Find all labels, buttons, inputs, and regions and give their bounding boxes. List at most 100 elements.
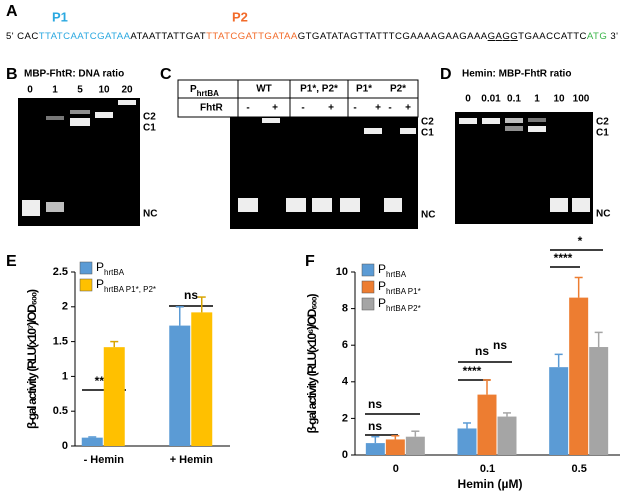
y-tick-label: 4	[342, 376, 349, 388]
legend-swatch	[361, 263, 375, 277]
y-tick-label: 2.5	[53, 266, 68, 278]
bar	[191, 312, 213, 446]
gel-title: Hemin: MBP-FhtR ratio	[462, 69, 571, 80]
seq-part: TTATCAATCGATAA	[39, 31, 131, 42]
y-tick-label: 1.5	[53, 336, 68, 348]
band-label: C2	[421, 117, 434, 128]
bar	[405, 436, 425, 455]
band-label: C1	[596, 128, 609, 139]
lane-label: 10	[98, 85, 110, 96]
error-bar	[371, 435, 380, 444]
lane-label: 1	[534, 94, 540, 105]
lane-label: 20	[121, 85, 133, 96]
panel-label: B	[6, 66, 18, 83]
gel-image	[455, 112, 593, 224]
band-label: NC	[143, 209, 157, 220]
panel-label: F	[305, 253, 315, 270]
seq-part: TGAACCATTC	[518, 31, 586, 42]
y-tick-label: 0.5	[53, 405, 68, 417]
sign: +	[328, 103, 334, 114]
y-axis-title: β-gal activity (RLU(x10⁶)/OD₆₀₀)	[305, 294, 319, 434]
significance: ns	[493, 338, 507, 352]
x-tick-label: 0.1	[480, 463, 495, 475]
legend-label: PhrtBA	[378, 262, 407, 278]
bar	[457, 428, 477, 455]
construct-label: P1*, P2*	[300, 84, 338, 95]
construct-label: P1*	[356, 84, 372, 95]
legend-label: PhrtBA	[96, 260, 125, 276]
error-bar	[175, 306, 184, 326]
lane-label: 0	[465, 94, 471, 105]
bar	[169, 325, 191, 446]
legend-label: PhrtBA P1*	[378, 279, 421, 295]
bar	[81, 437, 103, 446]
lane-label: 10	[553, 94, 565, 105]
lane-label: 100	[573, 94, 590, 105]
x-axis-title: Hemin (µM)	[458, 477, 523, 491]
x-tick-label: + Hemin	[170, 454, 213, 466]
x-tick-label: - Hemin	[84, 454, 125, 466]
lane-label: 5	[77, 85, 83, 96]
band-label: C2	[596, 117, 609, 128]
gel-image	[230, 117, 418, 229]
band-label: NC	[596, 209, 610, 220]
legend-swatch	[361, 297, 375, 311]
lane-label: 0.1	[507, 94, 521, 105]
y-tick-label: 2	[62, 301, 68, 313]
promoter-label: PhrtBA	[190, 84, 219, 98]
lane-label: 0.01	[481, 94, 501, 105]
significance: *	[578, 234, 583, 248]
significance: ns	[184, 288, 198, 302]
y-tick-label: 2	[342, 412, 348, 424]
y-tick-label: 10	[336, 266, 348, 278]
panel-label: C	[160, 66, 172, 83]
lane-label: 1	[52, 85, 58, 96]
x-tick-label: 0	[393, 463, 399, 475]
error-bar	[88, 436, 97, 438]
sign: +	[272, 103, 278, 114]
band-label: C1	[143, 123, 156, 134]
seq-part: 5' CAC	[6, 31, 38, 42]
error-bar	[197, 296, 206, 313]
y-tick-label: 8	[342, 303, 348, 315]
motif-label: P2	[232, 9, 248, 24]
dna-sequence: 5' CACTTATCAATCGATAAATAATTATTGATTTATCGAT…	[6, 31, 618, 42]
bar	[365, 443, 385, 455]
legend-swatch	[79, 278, 93, 292]
panel-label: D	[440, 66, 452, 83]
error-bar	[594, 331, 603, 348]
bar	[589, 347, 609, 455]
sign: -	[246, 103, 249, 114]
lane-label: 0	[27, 85, 33, 96]
construct-label: WT	[256, 84, 272, 95]
motif-label: P1	[52, 9, 68, 24]
bar	[549, 367, 569, 455]
sign: -	[388, 103, 391, 114]
sign: -	[301, 103, 304, 114]
construct-label: P2*	[390, 84, 406, 95]
bar	[497, 416, 517, 455]
legend-label: PhrtBA P2*	[378, 296, 421, 312]
bar	[103, 347, 125, 446]
y-tick-label: 1	[62, 370, 68, 382]
error-bar	[463, 422, 471, 429]
y-tick-label: 0	[342, 449, 348, 461]
error-bar	[503, 412, 511, 417]
significance: ****	[554, 251, 573, 265]
seq-part: 3'	[607, 31, 618, 42]
legend-label: PhrtBA P1*, P2*	[96, 277, 156, 293]
error-bar	[391, 435, 400, 440]
seq-part: GAGG	[488, 31, 518, 42]
sign: +	[405, 103, 411, 114]
seq-part: ATAATTATTGAT	[130, 31, 205, 42]
significance: ns	[475, 344, 489, 358]
panel-label: A	[6, 3, 18, 20]
panel-label: E	[6, 253, 17, 270]
bar	[477, 394, 497, 455]
significance: ****	[463, 364, 482, 378]
bar	[385, 439, 405, 455]
legend-swatch	[361, 280, 375, 294]
y-axis-title: β-gal activity (RLU(x10⁷)/OD₆₀₀)	[25, 289, 39, 429]
y-tick-label: 6	[342, 339, 348, 351]
